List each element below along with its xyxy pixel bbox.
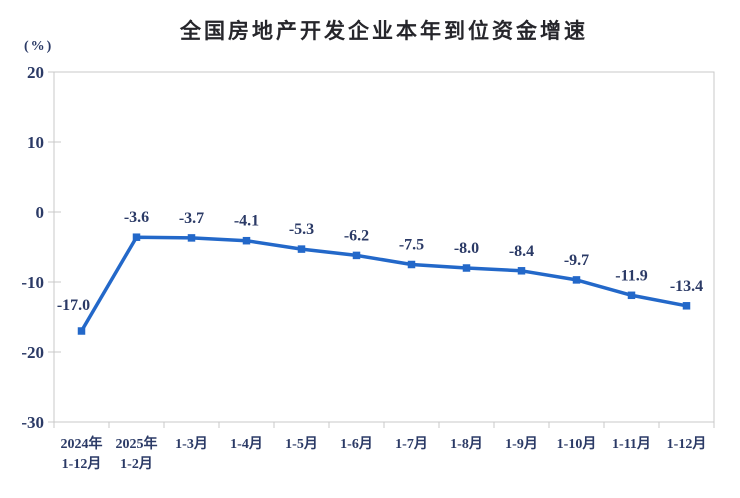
plot-border [53, 71, 715, 423]
y-axis-tick-label: 0 [36, 203, 45, 222]
data-point-marker [297, 245, 306, 253]
chart-title: 全国房地产开发企业本年到位资金增速 [180, 20, 588, 43]
data-point-label: -3.7 [179, 210, 204, 227]
y-axis-tick-label: -30 [21, 413, 44, 432]
data-point-label: -8.0 [454, 240, 479, 257]
data-point-label: -11.9 [615, 267, 647, 284]
x-axis-label: 1-6月 [340, 436, 373, 452]
data-point-label: -7.5 [399, 237, 424, 254]
data-point-marker [242, 236, 251, 245]
data-point-label: -8.4 [509, 243, 534, 260]
data-point-marker [517, 267, 526, 275]
x-axis-label: 1-12月 [667, 436, 707, 452]
x-axis-label: 1-11月 [612, 436, 651, 452]
x-axis-label: 2024年 1-12月 [61, 435, 103, 472]
data-point-marker [572, 276, 581, 284]
data-point-label: -5.3 [289, 221, 314, 238]
x-axis-label: 1-9月 [505, 436, 538, 452]
data-point-marker [407, 260, 416, 269]
x-axis-label: 1-4月 [230, 436, 263, 452]
y-axis-tick-label: -20 [21, 343, 44, 362]
data-point-marker [462, 264, 471, 272]
data-point-label: -13.4 [670, 278, 703, 295]
data-point-label: -4.1 [234, 213, 259, 230]
data-point-marker [627, 291, 636, 300]
data-point-label: -17.0 [57, 297, 90, 314]
data-point-label: -3.6 [124, 209, 149, 226]
data-point-marker [132, 233, 141, 241]
y-axis-tick-label: 10 [27, 133, 44, 152]
y-axis-unit-label: (%) [24, 39, 54, 54]
data-point-marker [682, 302, 691, 310]
y-axis-tick-label: -10 [21, 273, 44, 292]
data-point-label: -9.7 [564, 252, 589, 269]
data-point-label: -6.2 [344, 227, 369, 244]
data-point-marker [352, 251, 361, 260]
series-line [79, 235, 689, 333]
x-axis-label: 2025年 1-2月 [116, 435, 158, 472]
x-axis-label: 1-10月 [557, 436, 597, 452]
x-axis-label: 1-3月 [175, 436, 208, 452]
x-axis-label: 1-5月 [285, 436, 318, 452]
x-axis-label: 1-8月 [450, 436, 483, 452]
y-axis-tick-label: 20 [27, 63, 44, 82]
data-point-marker [77, 327, 86, 335]
data-point-marker [187, 234, 196, 242]
x-axis-label: 1-7月 [395, 436, 428, 452]
